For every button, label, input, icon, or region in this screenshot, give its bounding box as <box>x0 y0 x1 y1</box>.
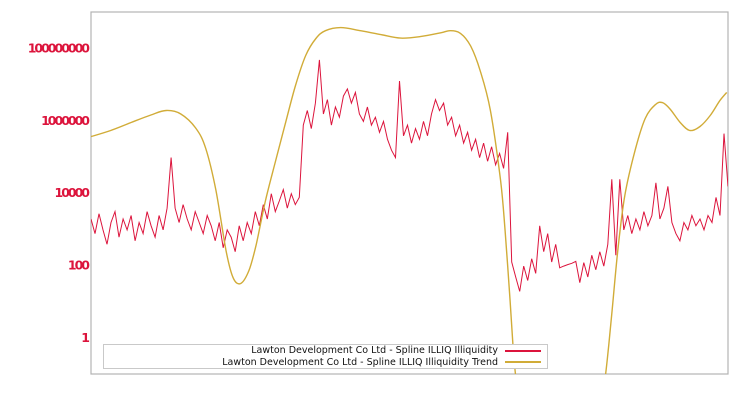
legend-box: Lawton Development Co Ltd - Spline ILLIQ… <box>103 344 548 369</box>
y-tick-label: 1000000 <box>41 113 90 128</box>
y-tick-label: 1 <box>81 330 89 345</box>
y-tick-label: 100000000 <box>28 40 91 55</box>
series-illiquidity-line <box>91 59 728 292</box>
y-tick-label: 10000 <box>55 185 91 200</box>
legend-entry-illiquidity: Lawton Development Co Ltd - Spline ILLIQ… <box>104 345 547 357</box>
legend-line-sample-yellow <box>505 361 541 364</box>
legend-line-sample-red <box>505 349 541 352</box>
legend-entry-trend: Lawton Development Co Ltd - Spline ILLIQ… <box>104 357 547 369</box>
legend-label-illiquidity: Lawton Development Co Ltd - Spline ILLIQ… <box>251 345 498 357</box>
legend-label-trend: Lawton Development Co Ltd - Spline ILLIQ… <box>222 356 498 368</box>
plot-border <box>90 11 729 375</box>
series-trend-line <box>91 26 728 374</box>
y-tick-label: 100 <box>68 258 90 273</box>
